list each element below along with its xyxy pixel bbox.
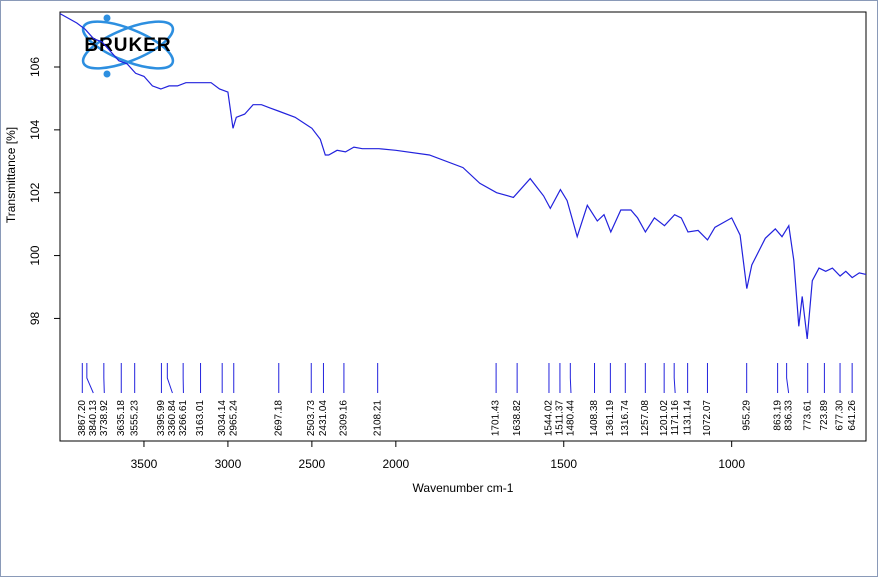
peak-label: 863.19 <box>772 400 783 431</box>
x-tick-label: 2500 <box>299 457 326 471</box>
x-tick-label: 2000 <box>382 457 409 471</box>
logo-text: BRUKER <box>84 35 171 56</box>
peak-label: 3360.84 <box>167 400 178 437</box>
y-tick-label: 106 <box>28 57 42 77</box>
y-axis-label: Transmittance [%] <box>4 127 18 223</box>
peak-label: 1072.07 <box>702 400 713 437</box>
peak-label: 1316.74 <box>620 400 631 437</box>
peak-label: 1511.37 <box>555 400 566 436</box>
peak-label: 2309.16 <box>339 400 350 437</box>
peak-label: 3163.01 <box>195 400 206 437</box>
peak-label: 955.29 <box>741 400 752 431</box>
peak-label: 836.33 <box>783 400 794 431</box>
peak-label: 3555.23 <box>129 400 140 437</box>
peak-label: 3266.61 <box>178 400 189 437</box>
peak-label: 2503.73 <box>306 400 317 437</box>
logo-orbit <box>81 20 175 70</box>
peak-label: 1361.19 <box>605 400 616 437</box>
x-tick-label: 3500 <box>131 457 158 471</box>
y-tick-label: 102 <box>28 182 42 202</box>
x-axis-label: Wavenumber cm-1 <box>413 481 514 495</box>
peak-marker <box>786 363 790 394</box>
peak-marker <box>673 363 676 394</box>
peak-label: 1701.43 <box>491 400 502 437</box>
peak-label: 1544.02 <box>544 400 555 437</box>
spectrum-line <box>59 13 867 339</box>
peak-label: 3635.18 <box>116 400 127 437</box>
peak-label: 1638.82 <box>512 400 523 437</box>
x-tick-label: 1500 <box>550 457 577 471</box>
peak-label: 3738.92 <box>99 400 110 437</box>
peak-label: 2431.04 <box>318 400 329 437</box>
plot-area <box>59 11 867 442</box>
peak-label: 1408.38 <box>589 400 600 437</box>
peak-label: 641.26 <box>847 400 858 431</box>
peak-label: 3395.99 <box>156 400 167 437</box>
peak-label: 2965.24 <box>228 400 239 437</box>
peak-label: 3867.20 <box>77 400 88 437</box>
logo-orbit <box>81 20 175 70</box>
logo-dot <box>103 14 111 22</box>
peak-label: 1257.08 <box>640 400 651 437</box>
peak-label: 723.89 <box>819 400 830 431</box>
y-tick-label: 100 <box>28 245 42 265</box>
peak-marker <box>569 363 572 394</box>
peak-label: 1171.16 <box>670 400 681 436</box>
peak-label: 2697.18 <box>273 400 284 437</box>
peak-label: 1201.02 <box>659 400 670 437</box>
y-tick-label: 98 <box>28 311 42 325</box>
peak-label: 2108.21 <box>372 400 383 437</box>
peak-label: 773.61 <box>802 400 813 431</box>
peak-label: 1131.14 <box>682 400 693 436</box>
peak-label: 1480.44 <box>566 400 577 437</box>
x-tick-label: 3000 <box>215 457 242 471</box>
logo-dot <box>103 70 111 78</box>
peak-label: 677.30 <box>835 400 846 431</box>
y-tick-label: 104 <box>28 120 42 140</box>
peak-marker <box>86 363 94 394</box>
logo: BRUKER <box>81 14 175 78</box>
peak-marker <box>166 363 173 394</box>
peak-label: 3840.13 <box>88 400 99 437</box>
peak-label: 3034.14 <box>217 400 228 437</box>
x-tick-label: 1000 <box>718 457 745 471</box>
